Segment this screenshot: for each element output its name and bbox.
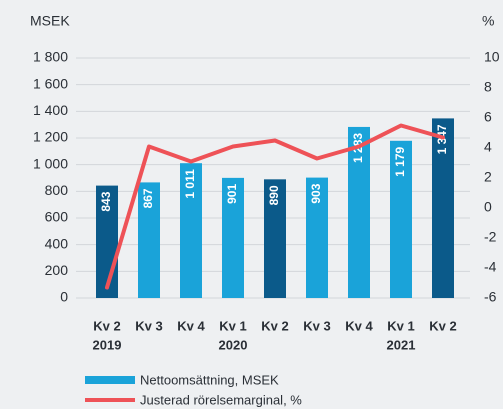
y2-axis-label: % [482,13,494,29]
value-label: 890 [267,185,281,205]
legend-label: Justerad rörelsemarginal, % [140,392,302,407]
y2-tick-label: 10 [484,49,500,65]
bar [432,118,454,299]
value-label: 867 [141,188,155,208]
y2-tick-label: -4 [484,259,497,275]
x-tick-label: Kv 1 [219,318,246,333]
line [105,123,445,290]
x-tick-label: Kv 2 [429,318,456,333]
y-tick-label: 800 [45,182,69,198]
x-tick-label: Kv 4 [345,318,373,333]
y2-tick-label: 6 [484,109,492,125]
y-tick-label: 600 [45,209,69,225]
bar [348,126,370,298]
value-label: 843 [99,191,113,211]
y2-tick-label: 0 [484,199,492,215]
bar [306,177,328,298]
y-tick-label: 1 600 [33,75,68,91]
x-tick-label: Kv 3 [135,318,162,333]
y2-tick-label: 2 [484,169,492,185]
x-tick-label: Kv 2 [93,318,120,333]
x-tick-label: Kv 3 [303,318,330,333]
value-label: 1 179 [393,146,407,176]
x-tick-label: Kv 4 [177,318,205,333]
y2-tick-label: 4 [484,139,492,155]
y-tick-label: 200 [45,262,69,278]
x-group-label: 2020 [219,337,248,352]
y2-tick-label: 8 [484,79,492,95]
value-label: 903 [309,183,323,203]
bar [264,179,286,298]
bar [222,177,244,298]
bar [138,182,160,298]
y-tick-label: 400 [45,235,69,251]
value-label: 1 011 [183,169,197,199]
x-tick-label: Kv 1 [387,318,414,333]
bar [180,163,202,298]
x-group-label: 2021 [387,337,416,352]
legend-swatch [85,376,135,384]
bar [390,140,412,298]
y-axis-label: MSEK [30,13,70,29]
legend-label: Nettoomsättning, MSEK [140,372,279,387]
y-tick-label: 1 800 [33,49,68,65]
x-tick-label: Kv 2 [261,318,288,333]
y-tick-label: 1 400 [33,102,68,118]
y2-tick-label: -2 [484,229,497,245]
y-tick-label: 1 000 [33,155,68,171]
y-tick-label: 0 [60,289,68,305]
y2-tick-label: -6 [484,289,497,305]
y-tick-label: 1 200 [33,129,68,145]
value-label: 901 [225,184,239,204]
x-group-label: 2019 [93,337,122,352]
